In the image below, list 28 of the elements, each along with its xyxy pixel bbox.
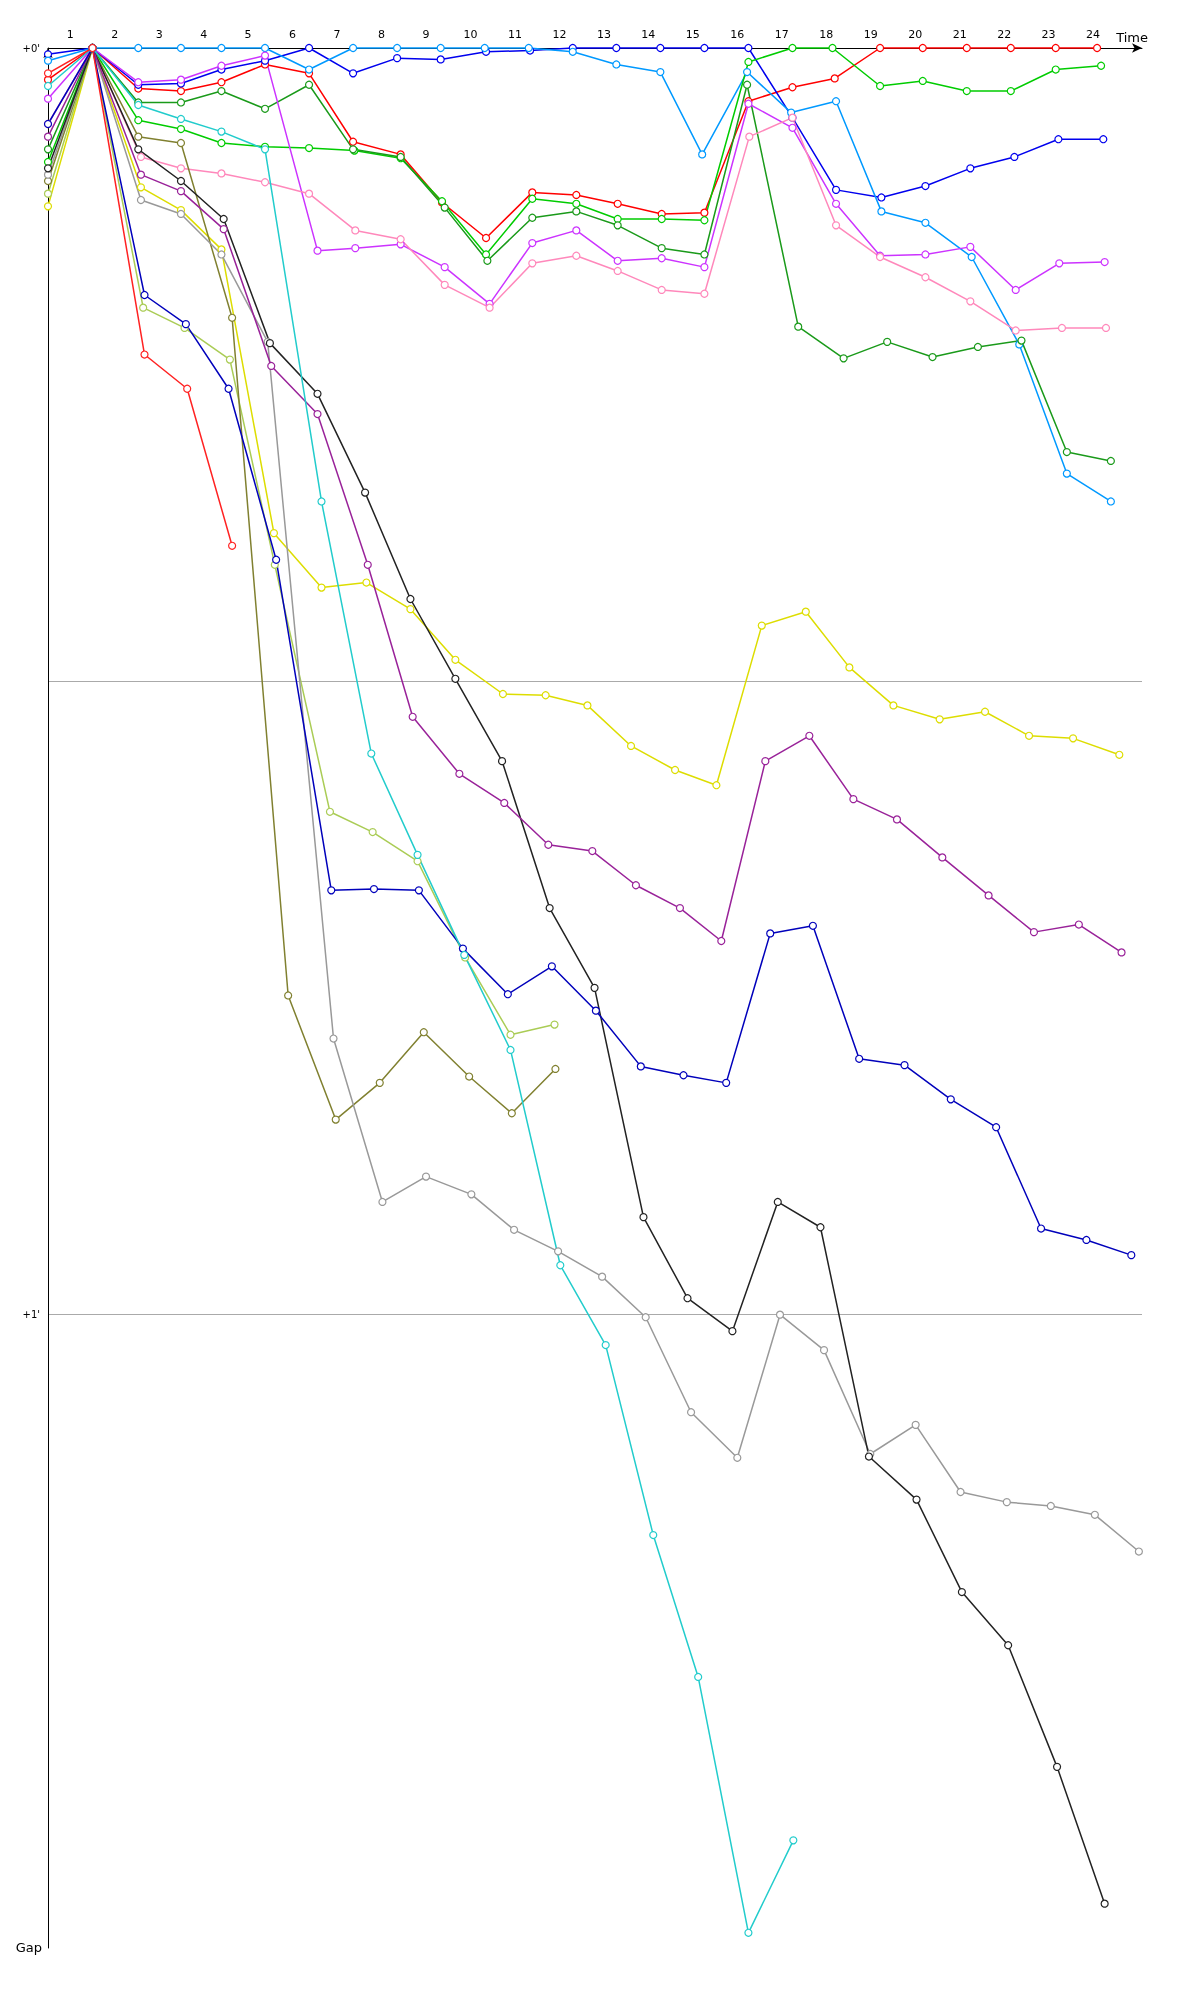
x-tick-label: 9 bbox=[422, 28, 430, 41]
x-tick-label: 20 bbox=[908, 28, 923, 41]
x-tick-label: 3 bbox=[155, 28, 163, 41]
x-tick-label: 24 bbox=[1086, 28, 1101, 41]
y-axis-title: Gap bbox=[15, 1940, 42, 1955]
x-tick-label: 19 bbox=[863, 28, 878, 41]
x-tick-label: 13 bbox=[596, 28, 611, 41]
x-tick-label: 18 bbox=[819, 28, 834, 41]
x-tick-label: 5 bbox=[244, 28, 252, 41]
x-tick-label: 11 bbox=[507, 28, 522, 41]
x-tick-label: 12 bbox=[552, 28, 567, 41]
x-tick-label: 6 bbox=[289, 28, 297, 41]
x-tick-label: 22 bbox=[997, 28, 1012, 41]
x-tick-label: 10 bbox=[463, 28, 478, 41]
x-tick-label: 8 bbox=[378, 28, 386, 41]
y-tick-label: +0' bbox=[22, 42, 40, 54]
x-axis-title: Time bbox=[1115, 30, 1148, 45]
y-tick-label: +1' bbox=[22, 1309, 40, 1321]
x-tick-label: 21 bbox=[952, 28, 967, 41]
x-tick-label: 1 bbox=[66, 28, 74, 41]
x-tick-label: 16 bbox=[730, 28, 745, 41]
x-tick-label: 17 bbox=[774, 28, 789, 41]
x-tick-label: 7 bbox=[333, 28, 341, 41]
x-tick-label: 2 bbox=[111, 28, 119, 41]
x-tick-label: 4 bbox=[200, 28, 208, 41]
x-tick-label: 23 bbox=[1041, 28, 1056, 41]
x-tick-label: 15 bbox=[685, 28, 700, 41]
x-tick-label: 14 bbox=[641, 28, 656, 41]
